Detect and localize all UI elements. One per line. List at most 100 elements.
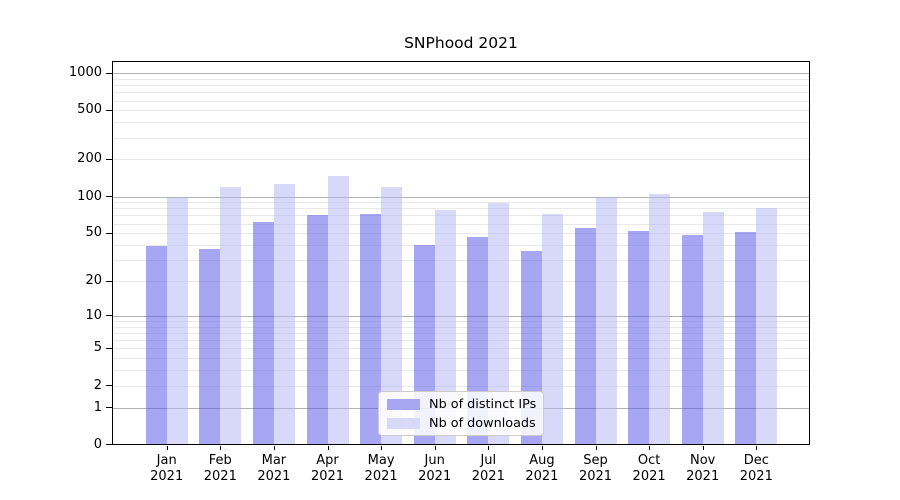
legend-label-downloads: Nb of downloads [429, 415, 536, 431]
x-tick-label: Oct 2021 [617, 453, 681, 486]
x-tick-label: Apr 2021 [296, 453, 360, 486]
y-tick [106, 158, 112, 161]
bar-downloads-apr [327, 176, 349, 445]
minor-gridline [112, 340, 810, 342]
bar-downloads-may [381, 186, 403, 445]
x-tick [273, 446, 276, 451]
minor-gridline [112, 122, 810, 124]
x-tick [649, 446, 651, 451]
bar-distinct-ips-jan [145, 246, 167, 445]
minor-gridline [112, 85, 810, 87]
y-tick [106, 407, 112, 409]
x-tick-year: 2021 [632, 469, 666, 485]
minor-gridline [112, 159, 810, 161]
x-tick-year: 2021 [310, 469, 345, 485]
x-tick-month: Nov [690, 452, 716, 468]
bar-downloads-oct [649, 194, 671, 445]
minor-gridline [112, 281, 810, 282]
bar-distinct-ips-nov [681, 235, 703, 445]
x-tick-year: 2021 [525, 469, 559, 485]
legend-entry-downloads: Nb of downloads [387, 415, 536, 431]
y-tick-label: 2 [93, 377, 102, 393]
y-tick-label: 50 [85, 225, 102, 241]
minor-gridline [112, 358, 810, 360]
x-tick-label: May 2021 [349, 453, 413, 486]
legend-entry-distinct-ips: Nb of distinct IPs [387, 396, 537, 412]
bar-distinct-ips-oct [628, 231, 650, 445]
chart-title: SNPhood 2021 [404, 34, 518, 52]
bar-downloads-sep [595, 196, 617, 445]
x-tick-month: Oct [637, 452, 661, 468]
y-tick [106, 196, 112, 198]
legend: Nb of distinct IPs Nb of downloads [378, 391, 544, 436]
x-tick [220, 446, 222, 451]
y-tick-label: 20 [85, 273, 102, 288]
legend-label-distinct-ips: Nb of distinct IPs [429, 396, 537, 412]
y-tick-label: 1 [93, 399, 102, 415]
minor-gridline [112, 332, 810, 334]
x-tick-label: Mar 2021 [242, 453, 306, 486]
y-tick-label: 200 [77, 151, 102, 167]
x-tick-year: 2021 [418, 469, 452, 485]
y-tick-label: 10 [85, 307, 102, 323]
x-tick-month: Dec [743, 452, 769, 468]
bar-downloads-aug [541, 213, 563, 445]
minor-gridline [112, 320, 810, 322]
bar-distinct-ips-apr [306, 215, 328, 445]
x-tick-year: 2021 [686, 469, 720, 485]
x-tick [166, 446, 168, 451]
y-tick-label: 1000 [68, 65, 102, 81]
bar-downloads-mar [273, 183, 295, 445]
x-tick-month: Aug [529, 452, 555, 468]
x-tick-month: Feb [208, 452, 232, 468]
bar-downloads-jul [488, 202, 510, 445]
x-tick-month: May [367, 452, 395, 468]
x-tick [434, 446, 436, 451]
y-tick-label: 100 [77, 188, 102, 204]
x-tick [595, 446, 597, 451]
major-gridline [112, 73, 810, 75]
minor-gridline [112, 208, 810, 210]
x-tick-month: Sep [583, 452, 608, 468]
x-tick-label: Jun 2021 [403, 453, 467, 486]
minor-gridline [112, 370, 810, 372]
bar-distinct-ips-mar [252, 221, 274, 445]
minor-gridline [112, 348, 810, 350]
bar-downloads-nov [702, 211, 724, 445]
major-gridline [112, 196, 810, 198]
x-tick-month: Jun [424, 452, 445, 468]
x-tick [381, 446, 383, 451]
minor-gridline [112, 245, 810, 246]
legend-swatch-downloads [387, 417, 420, 429]
y-tick-label: 500 [77, 102, 102, 118]
y-tick-label: 5 [93, 340, 102, 356]
y-tick [106, 315, 112, 317]
bar-distinct-ips-may [360, 213, 382, 445]
minor-gridline [112, 137, 810, 139]
x-tick-label: Feb 2021 [188, 453, 252, 486]
x-tick [327, 446, 329, 451]
x-tick-year: 2021 [471, 469, 505, 485]
minor-gridline [112, 78, 810, 80]
minor-gridline [112, 92, 810, 94]
y-tick [106, 444, 112, 446]
x-tick-month: Jan [156, 452, 177, 468]
minor-gridline [112, 260, 810, 262]
bar-distinct-ips-feb [199, 249, 221, 445]
minor-gridline [112, 223, 810, 225]
minor-gridline [112, 326, 810, 328]
x-tick [756, 446, 758, 451]
legend-swatch-distinct-ips [387, 398, 420, 410]
x-tick-year: 2021 [739, 469, 773, 485]
bar-distinct-ips-dec [735, 232, 757, 445]
x-tick [541, 446, 544, 451]
x-tick-year: 2021 [257, 469, 291, 485]
y-tick [106, 232, 112, 234]
y-tick [106, 280, 112, 282]
x-tick-year: 2021 [364, 469, 398, 485]
minor-gridline [112, 110, 810, 112]
x-tick [702, 446, 704, 451]
x-tick-label: Jan 2021 [135, 453, 199, 486]
x-tick-month: Apr [316, 452, 339, 468]
